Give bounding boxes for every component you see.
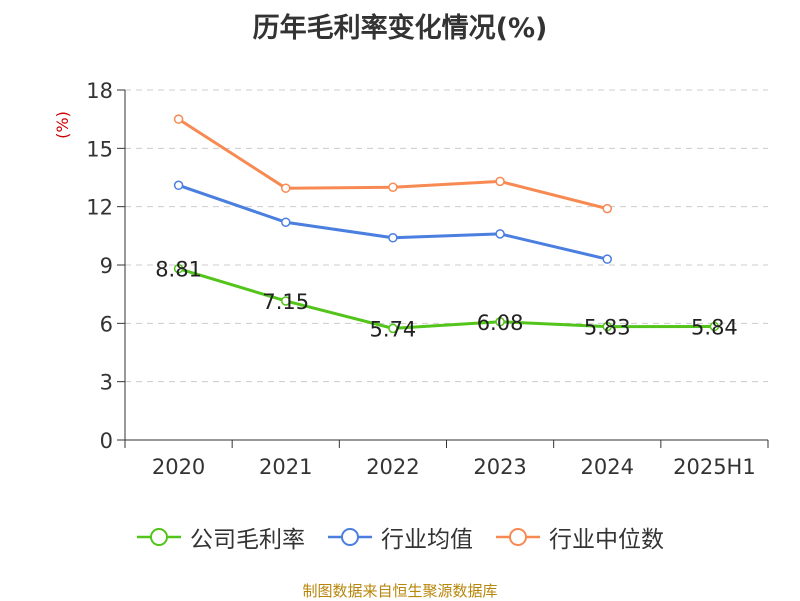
- data-point-industry_mean: [495, 229, 505, 239]
- data-point-gross_margin: [281, 296, 291, 306]
- x-tick-label: 2020: [152, 455, 205, 479]
- series-line-industry_median: [177, 117, 608, 211]
- data-label: 5.83: [584, 316, 631, 340]
- legend-label-industry-mean: 行业均值: [381, 527, 473, 553]
- legend: 公司毛利率 行业均值 行业中位数: [0, 520, 800, 554]
- x-tick-label: 2025H1: [673, 455, 756, 479]
- data-label: 5.84: [691, 315, 738, 339]
- data-point-gross_margin: [388, 323, 398, 334]
- data-point-gross_margin: [495, 317, 505, 327]
- y-tick-label: 15: [86, 137, 113, 161]
- legend-marker-industry-mean: [328, 528, 372, 546]
- legend-label-gross-margin: 公司毛利率: [190, 527, 305, 553]
- data-point-industry_median: [173, 114, 184, 124]
- y-tick-label: 3: [100, 371, 113, 395]
- x-tick-label: 2022: [366, 455, 419, 479]
- data-point-industry_median: [388, 182, 398, 192]
- x-tick-label: 2021: [259, 455, 312, 479]
- data-label: 6.08: [477, 311, 524, 335]
- y-tick-label: 18: [86, 79, 113, 103]
- data-point-industry_mean: [173, 180, 184, 191]
- legend-item-industry-mean[interactable]: 行业均值: [327, 520, 473, 554]
- data-point-industry_median: [281, 183, 291, 193]
- data-label: 8.81: [155, 258, 202, 282]
- y-tick-label: 6: [100, 312, 113, 336]
- data-point-industry_median: [495, 176, 505, 187]
- data-label: 5.74: [370, 317, 417, 341]
- series-line-industry_mean: [178, 183, 608, 261]
- legend-label-industry-median: 行业中位数: [549, 527, 664, 553]
- legend-item-gross-margin[interactable]: 公司毛利率: [136, 520, 305, 554]
- series-line-gross_margin: [178, 267, 715, 330]
- legend-marker-gross-margin: [137, 528, 181, 546]
- y-axis-label: (%): [53, 111, 72, 139]
- data-point-industry_median: [602, 203, 612, 214]
- y-tick-label: 9: [100, 254, 113, 278]
- data-point-industry_mean: [388, 233, 398, 243]
- data-point-gross_margin: [173, 263, 184, 274]
- data-point-gross_margin: [602, 321, 612, 332]
- chart-title: 历年毛利率变化情况(%): [252, 13, 548, 44]
- x-tick-label: 2024: [581, 455, 634, 479]
- legend-item-industry-median[interactable]: 行业中位数: [495, 520, 664, 554]
- source-note: 制图数据来自恒生聚源数据库: [302, 582, 498, 600]
- y-tick-label: 12: [86, 196, 113, 220]
- data-point-industry_mean: [281, 217, 291, 227]
- legend-marker-industry-median: [496, 528, 540, 546]
- y-tick-label: 0: [100, 429, 113, 453]
- data-label: 7.15: [262, 290, 309, 314]
- x-tick-label: 2023: [473, 455, 526, 479]
- data-point-industry_mean: [602, 254, 612, 264]
- data-point-gross_margin: [709, 321, 720, 332]
